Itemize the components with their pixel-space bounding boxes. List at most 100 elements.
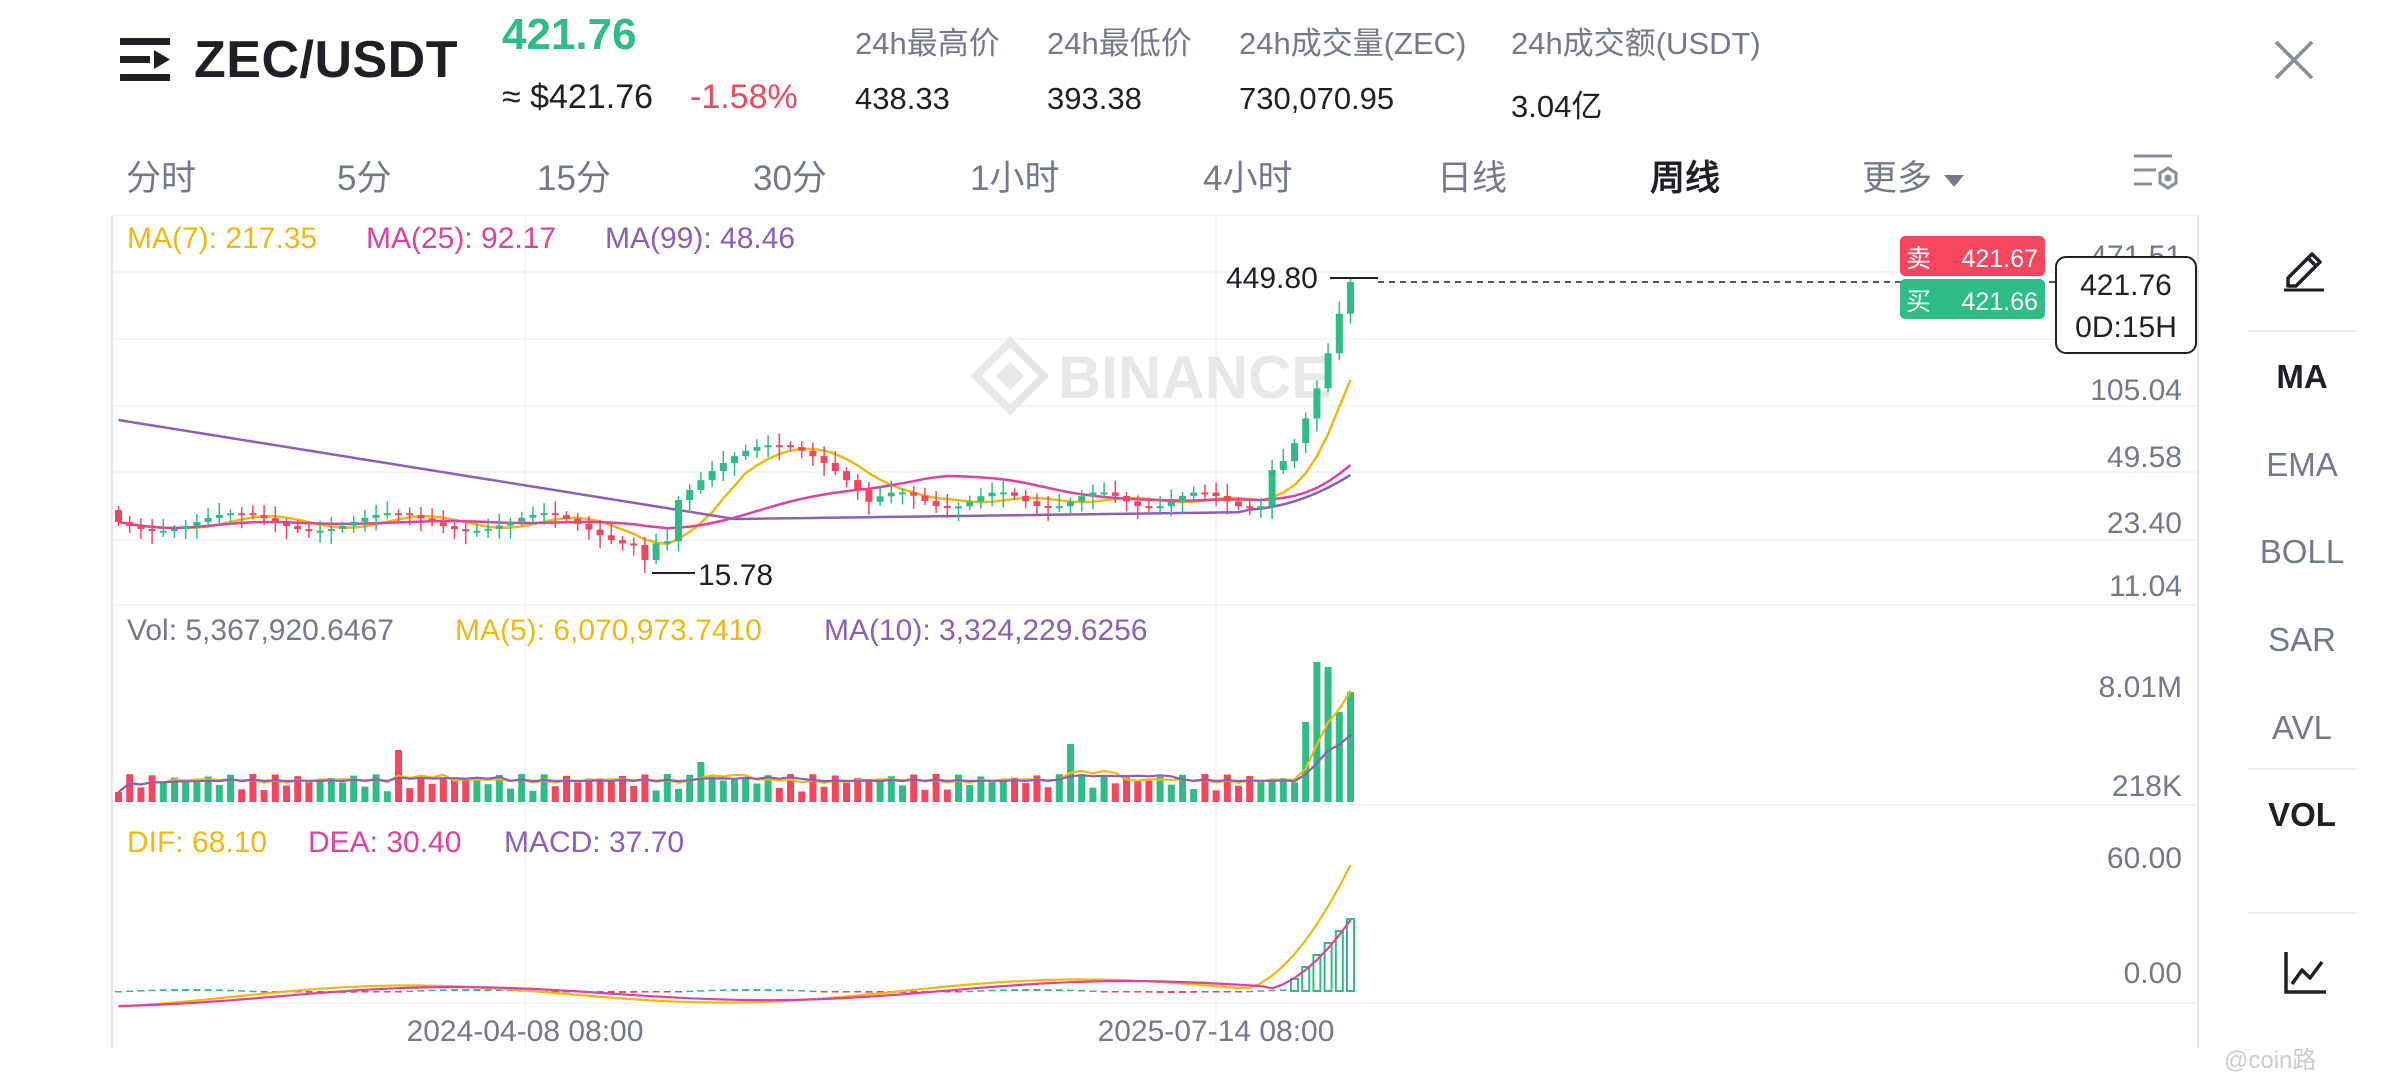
volume-bar <box>921 789 929 802</box>
volume-bar <box>439 777 447 802</box>
macd-bar <box>1334 930 1344 992</box>
indicator-sar[interactable]: SAR <box>2268 621 2336 658</box>
candle <box>1335 313 1343 354</box>
macd-bar <box>1134 991 1142 993</box>
candle <box>641 545 649 560</box>
indicator-avl[interactable]: AVL <box>2272 709 2332 746</box>
legend-vol-ma5: MA(5): 6,070,973.7410 <box>455 614 762 647</box>
menu-logo-icon[interactable] <box>120 36 172 84</box>
pencil-icon[interactable] <box>2282 244 2326 292</box>
tab-more-label: 更多 <box>1862 159 1933 198</box>
volume-bar <box>115 792 122 802</box>
indicator-ema[interactable]: EMA <box>2266 446 2338 483</box>
candle <box>260 515 268 519</box>
volume-bar <box>764 775 772 802</box>
candle <box>182 525 190 530</box>
volume-ma-line <box>117 734 1352 793</box>
candle <box>215 514 223 519</box>
macd-bar <box>383 991 391 993</box>
candle <box>977 496 985 502</box>
indicator-vol[interactable]: VOL <box>2268 796 2336 833</box>
macd-bar <box>1011 989 1018 991</box>
volume-bar <box>1011 777 1018 802</box>
macd-bar <box>1156 991 1164 993</box>
volume-bar <box>1033 775 1041 802</box>
candle <box>126 522 134 526</box>
macd-bar <box>372 991 380 993</box>
volume-bar <box>1190 789 1198 802</box>
volume-bar <box>854 777 862 802</box>
tab-time-share[interactable]: 分时 <box>126 159 197 198</box>
candle <box>1268 470 1276 507</box>
macd-bar <box>1044 989 1052 991</box>
volume-bar <box>417 775 425 802</box>
candle <box>1055 506 1063 509</box>
volume-ma-lines <box>117 690 1352 793</box>
chart-settings-icon[interactable] <box>2132 150 2180 194</box>
candle <box>473 530 481 533</box>
candle <box>563 515 570 519</box>
macd-bar <box>1033 989 1041 991</box>
macd-bar <box>742 989 750 991</box>
candle <box>1078 496 1086 502</box>
candle <box>652 543 660 560</box>
volume-bar <box>327 778 335 802</box>
candle <box>350 521 358 526</box>
line-chart-icon[interactable] <box>2282 950 2328 996</box>
stat-label: 24h成交额(USDT) <box>1511 26 1761 61</box>
macd-bar <box>215 989 223 991</box>
volume-bar <box>686 774 694 802</box>
macd-bar <box>1067 989 1074 992</box>
date-tick: 2025-07-14 08:00 <box>1098 1015 1335 1048</box>
stat-24h-low: 24h最低价 393.38 <box>1047 18 1192 117</box>
buy-price-tag[interactable]: 买 421.66 <box>1900 279 2045 319</box>
indicator-boll[interactable]: BOLL <box>2259 533 2345 570</box>
candle <box>910 492 918 496</box>
volume-bar <box>159 783 167 802</box>
tab-5m[interactable]: 5分 <box>337 159 392 198</box>
ma-line <box>118 464 1352 530</box>
volume-bar <box>294 776 302 802</box>
candle <box>339 525 346 529</box>
macd-bar <box>753 989 761 991</box>
tab-30m[interactable]: 30分 <box>753 159 827 198</box>
tab-more[interactable]: 更多 <box>1862 150 1965 201</box>
candle <box>1313 388 1321 419</box>
macd-bar <box>473 989 481 991</box>
sell-price-tag[interactable]: 卖 421.67 <box>1900 236 2045 276</box>
candle <box>1033 501 1041 507</box>
candle <box>1134 501 1142 507</box>
volume-ma-line <box>117 690 1352 793</box>
tab-4h[interactable]: 4小时 <box>1203 159 1293 198</box>
trading-pair-title[interactable]: ZEC/USDT <box>194 31 458 89</box>
tab-weekly[interactable]: 周线 <box>1650 159 1721 198</box>
candle <box>462 529 470 532</box>
close-icon[interactable] <box>2272 38 2316 82</box>
indicator-ma[interactable]: MA <box>2276 358 2328 395</box>
candle <box>675 500 682 542</box>
macd-bar <box>204 989 212 991</box>
volume-bar <box>238 789 246 802</box>
macd-tick: 60.00 <box>2107 842 2182 875</box>
volume-bar <box>820 786 828 802</box>
volume-bar <box>507 788 514 802</box>
volume-bar <box>339 782 346 802</box>
candle <box>327 528 335 531</box>
date-tick: 2024-04-08 08:00 <box>407 1015 644 1048</box>
tab-1h[interactable]: 1小时 <box>970 159 1060 198</box>
tab-daily[interactable]: 日线 <box>1437 159 1508 198</box>
macd-bar <box>484 989 492 991</box>
price-tick: 49.58 <box>2107 441 2182 474</box>
price-tick: 23.40 <box>2107 507 2182 540</box>
volume-bar <box>182 779 190 802</box>
volume-bar <box>1257 781 1265 802</box>
candle <box>876 496 884 502</box>
tab-15m[interactable]: 15分 <box>537 159 611 198</box>
divider <box>2248 768 2356 770</box>
candle <box>943 505 951 508</box>
volume-bar <box>171 777 178 802</box>
volume-bar <box>260 790 268 802</box>
volume-bar <box>955 774 962 802</box>
volume-bar <box>1179 774 1186 802</box>
